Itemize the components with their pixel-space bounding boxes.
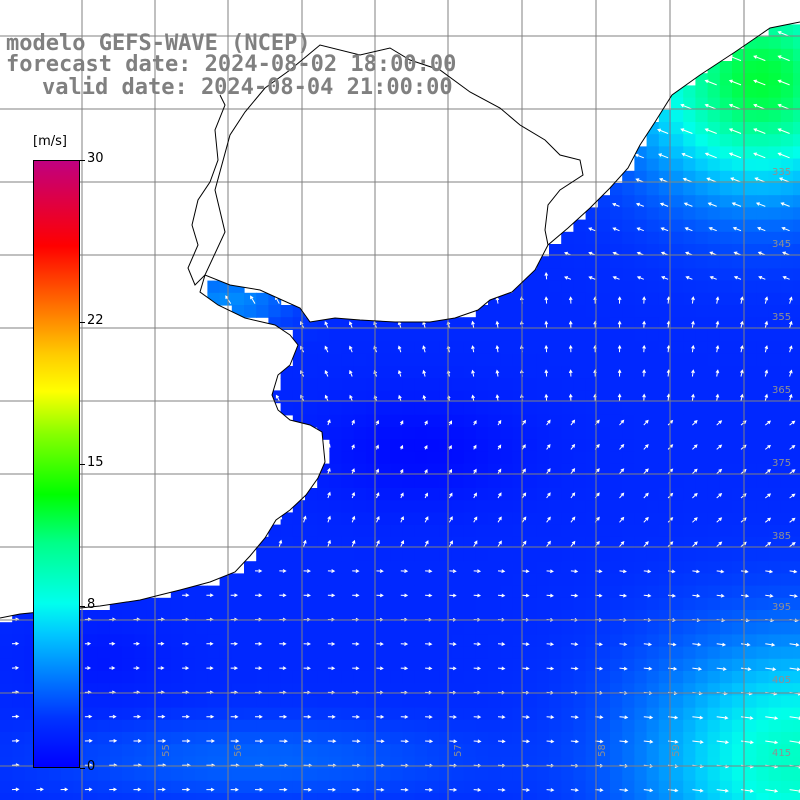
country-border — [187, 44, 584, 286]
title-model: modelo GEFS-WAVE (NCEP) — [6, 31, 311, 56]
grid-label-right: 345 — [772, 239, 792, 250]
colorbar-tick-mark — [80, 768, 85, 769]
grid-label-right: 395 — [772, 602, 792, 613]
grid-label-right: 335 — [772, 167, 792, 178]
colorbar-tick-label: 0 — [87, 759, 96, 774]
grid-label-bottom: 56 — [232, 744, 244, 757]
coastline — [0, 21, 800, 619]
grid-label-bottom: 59 — [670, 744, 682, 757]
colorbar-tick-label: 22 — [87, 313, 104, 329]
grid-label-right: 365 — [772, 385, 792, 396]
grid-label-right: 355 — [772, 312, 792, 323]
colorbar-tick-label: 30 — [87, 151, 104, 166]
colorbar-tick-mark — [80, 605, 85, 607]
colorbar-tick-label: 15 — [87, 455, 104, 470]
grid-label-bottom: 57 — [452, 744, 464, 757]
colorbar — [33, 160, 80, 768]
grid-label-bottom: 55 — [160, 744, 172, 757]
colorbar-tick-mark — [80, 160, 85, 161]
grid-label-right: 375 — [772, 458, 792, 469]
land-mass — [0, 0, 800, 618]
colorbar-tick-label: 8 — [87, 596, 96, 612]
colorbar-tick-mark — [80, 464, 85, 465]
title-forecast-date: forecast date: 2024-08-02 18:00:00 — [6, 52, 457, 77]
grid-label-right: 415 — [772, 748, 792, 759]
title-valid-date: valid date: 2024-08-04 21:00:00 — [42, 75, 453, 100]
colorbar-tick-mark — [80, 322, 85, 324]
grid-label-bottom: 58 — [596, 744, 608, 757]
colorbar-unit: [m/s] — [33, 134, 67, 149]
grid-label-right: 385 — [772, 531, 792, 542]
grid-label-right: 405 — [772, 675, 792, 686]
